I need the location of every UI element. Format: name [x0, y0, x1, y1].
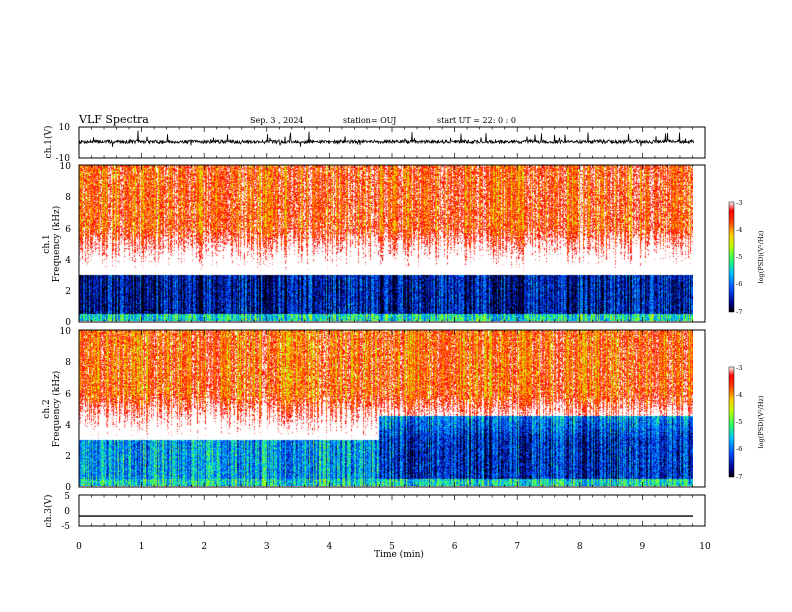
ch2-spec-ytick-6: 6 [65, 390, 71, 400]
ch2-colorbar-tick-m4: -4 [736, 391, 742, 399]
ch2-colorbar-label: log(PSD)(V²/Hz) [757, 395, 765, 448]
ch1-spec-ytick-2: 2 [65, 287, 71, 297]
xtick-8: 8 [577, 542, 583, 552]
ch1-ytick-bottom: -10 [56, 154, 71, 164]
ch2-colorbar-tick-m7: -7 [736, 473, 742, 481]
xtick-2: 2 [201, 542, 207, 552]
ch2-colorbar-tick-m3: -3 [736, 364, 742, 372]
ch2-spec-ytick-10: 10 [60, 327, 72, 337]
xtick-7: 7 [514, 542, 520, 552]
ch2-spectrogram-ylabel-channel: ch.2 [42, 399, 52, 418]
ch1-colorbar-tick-m5: -5 [736, 253, 742, 261]
xtick-5: 5 [389, 542, 395, 552]
ch2-spectrogram-ylabel-frequency: Frequency (kHz) [51, 371, 62, 448]
ch1-colorbar-tick-m7: -7 [736, 308, 742, 316]
ch1-spectrogram-ylabel-frequency: Frequency (kHz) [51, 206, 62, 283]
xtick-0: 0 [76, 542, 82, 552]
ch1-spec-ytick-10: 10 [60, 162, 72, 172]
ch3-ytick-bottom: -5 [61, 522, 70, 532]
ch2-spec-ytick-4: 4 [65, 421, 71, 431]
ch1-colorbar-tick-m3: -3 [736, 199, 742, 207]
ch1-colorbar-tick-m6: -6 [736, 280, 742, 288]
ch1-waveform-trace [78, 130, 694, 147]
ch1-spec-ytick-4: 4 [65, 256, 71, 266]
xtick-6: 6 [452, 542, 458, 552]
xtick-3: 3 [264, 542, 270, 552]
ch1-spectrogram-panel: 0 2 4 6 8 10 ch.1 Frequency (kHz) -3 -4 … [42, 162, 765, 328]
ch2-spec-ytick-2: 2 [65, 452, 71, 462]
ch2-spectrogram-image [79, 330, 693, 486]
ch1-spec-ytick-0: 0 [65, 318, 71, 328]
ch3-ytick-mid: 0 [64, 507, 70, 517]
xtick-10: 10 [699, 542, 711, 552]
date-label: Sep. 3 , 2024 [250, 116, 304, 125]
ch2-spectrogram-ticks [78, 330, 706, 487]
xtick-9: 9 [640, 542, 646, 552]
ch1-spectrogram-image [79, 165, 693, 321]
ch3-waveform-frame [78, 494, 706, 527]
ch2-colorbar-tick-m6: -6 [736, 445, 742, 453]
station-label: station= OUJ [343, 116, 396, 125]
ch3-ytick-top: 5 [64, 492, 70, 502]
ch2-spec-ytick-0: 0 [65, 483, 71, 493]
ch1-spectrogram-yticklabels: 0 2 4 6 8 10 [60, 162, 72, 328]
start-time-label: start UT = 22: 0 : 0 [437, 116, 516, 125]
ch1-spec-ytick-8: 8 [65, 193, 71, 203]
ch1-waveform-ticks [78, 127, 706, 158]
ch1-waveform-ylabel: ch.1(V) [43, 126, 54, 159]
ch2-spectrogram-yticklabels: 0 2 4 6 8 10 [60, 327, 72, 493]
ch2-spec-ytick-8: 8 [65, 358, 71, 368]
ch3-waveform-panel: 5 0 -5 ch.3(V) [43, 492, 706, 532]
ch1-ytick-top: 10 [59, 123, 71, 133]
ch1-spectrogram-ticks [78, 165, 706, 322]
x-axis-ticklabels: 0 1 2 3 4 5 6 7 8 9 10 [76, 542, 711, 552]
ch1-spec-ytick-6: 6 [65, 225, 71, 235]
ch1-colorbar-label: log(PSD)(V²/Hz) [757, 230, 765, 283]
ch3-waveform-ylabel: ch.3(V) [43, 495, 54, 528]
ch3-waveform-ticks [78, 495, 706, 526]
x-axis-label: Time (min) [374, 549, 424, 560]
ch1-waveform-panel: 10 -10 ch.1(V) [43, 123, 706, 164]
ch1-colorbar-tick-m4: -4 [736, 226, 742, 234]
ch1-colorbar [728, 201, 735, 313]
ch2-spectrogram-panel: 0 2 4 6 8 10 ch.2 Frequency (kHz) -3 -4 … [42, 327, 765, 493]
ch2-colorbar-tick-m5: -5 [736, 418, 742, 426]
ch1-spectrogram-ylabel-channel: ch.1 [42, 234, 52, 253]
xtick-4: 4 [327, 542, 333, 552]
figure-title: VLF Spectra [78, 113, 149, 126]
ch2-colorbar [728, 366, 735, 478]
xtick-1: 1 [139, 542, 145, 552]
